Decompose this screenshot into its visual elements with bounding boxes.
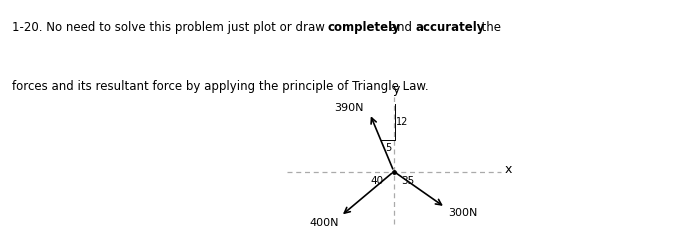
Text: x: x (504, 163, 512, 176)
Text: the: the (474, 21, 501, 34)
Text: 300N: 300N (448, 208, 477, 218)
Text: accurately: accurately (415, 21, 485, 34)
Text: 5: 5 (385, 143, 391, 153)
Text: 40: 40 (370, 176, 383, 186)
Text: 35: 35 (401, 176, 415, 186)
Text: 1-20. No need to solve this problem just plot or draw: 1-20. No need to solve this problem just… (12, 21, 328, 34)
Text: 390N: 390N (334, 103, 364, 113)
Text: 400N: 400N (310, 218, 339, 228)
Text: 12: 12 (396, 117, 408, 127)
Text: and: and (386, 21, 416, 34)
Text: y: y (392, 83, 400, 95)
Text: completely: completely (328, 21, 400, 34)
Text: forces and its resultant force by applying the principle of Triangle Law.: forces and its resultant force by applyi… (12, 80, 428, 93)
